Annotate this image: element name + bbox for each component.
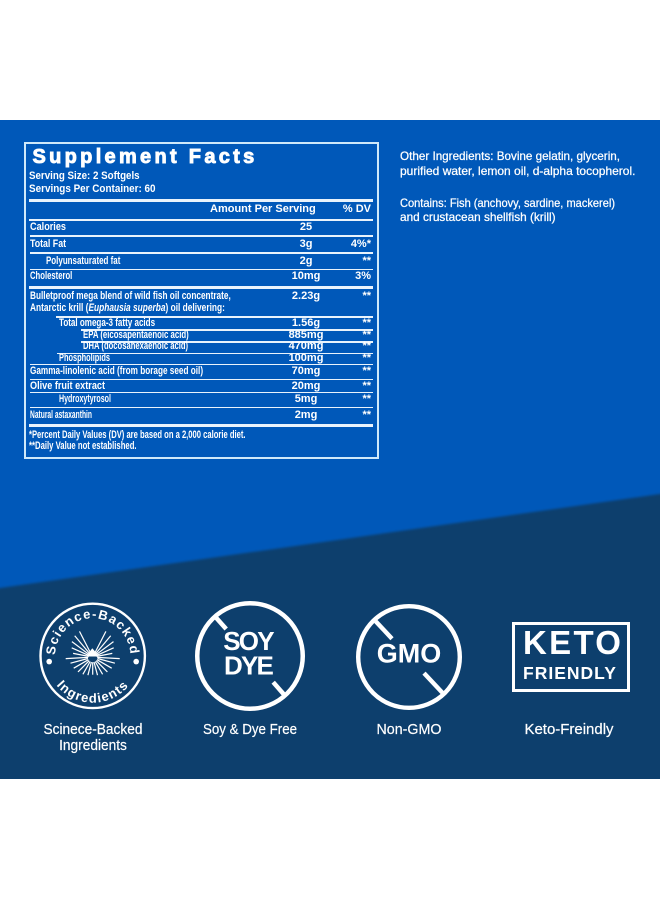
- svg-text:GMO: GMO: [377, 638, 442, 668]
- svg-text:SOY: SOY: [223, 626, 274, 656]
- svg-text:DYE: DYE: [224, 651, 274, 681]
- svg-text:Science-Backed: Science-Backed: [43, 606, 143, 656]
